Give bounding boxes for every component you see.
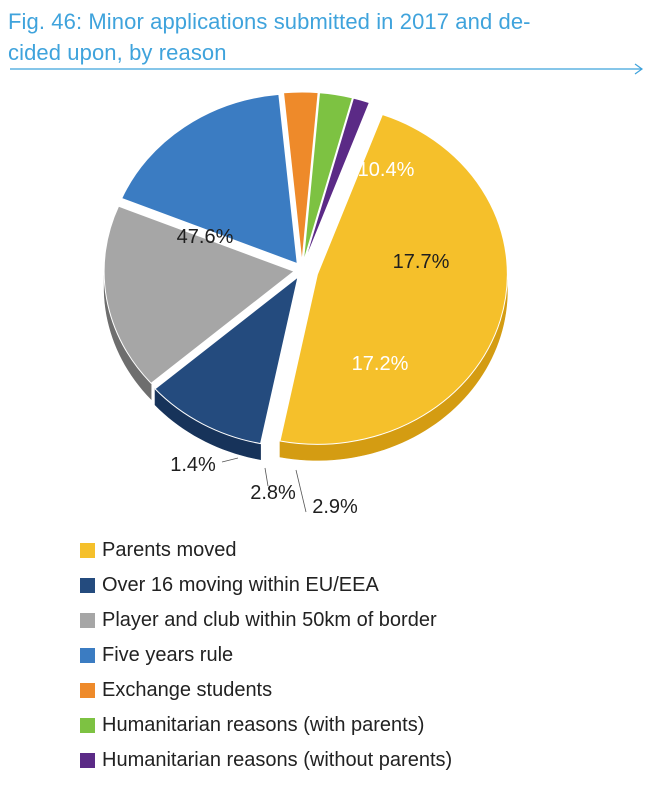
data-label-exchange-students: 2.9%	[312, 496, 358, 518]
slice-value-labels: 47.6% 10.4% 17.7% 17.2% 2.9% 2.8% 1.4%	[170, 159, 449, 518]
legend-swatch	[80, 543, 95, 558]
data-label-parents-moved: 47.6%	[177, 226, 234, 248]
legend-item: Humanitarian reasons (with parents)	[80, 708, 452, 743]
chart-title-line-1: Fig. 46: Minor applications submitted in…	[8, 9, 531, 34]
chart-title: Fig. 46: Minor applications submitted in…	[8, 6, 608, 68]
slice-exchange-students	[282, 91, 319, 263]
data-label-five-years-rule: 17.2%	[352, 353, 409, 375]
legend-item: Over 16 moving within EU/EEA	[80, 568, 452, 603]
slice-over-16-moving-within-eu-eea	[154, 275, 299, 445]
legend-label: Humanitarian reasons (without parents)	[102, 749, 453, 771]
legend-swatch	[80, 753, 95, 768]
legend-item: Five years rule	[80, 638, 452, 673]
legend-label: Humanitarian reasons (with parents)	[102, 714, 425, 736]
legend-swatch	[80, 613, 95, 628]
slice-humanitarian-reasons-with-parents-	[302, 92, 354, 263]
legend-label: Player and club within 50km of border	[102, 609, 437, 631]
legend-item: Parents moved	[80, 533, 452, 568]
legend-label: Exchange students	[102, 679, 273, 701]
data-label-humanitarian-reasons-with-parents-: 2.8%	[250, 482, 296, 504]
data-label-player-and-club-within-50km-of-border: 17.7%	[393, 251, 450, 273]
slice-humanitarian-reasons-without-parents-	[303, 97, 371, 263]
legend-item: Player and club within 50km of border	[80, 603, 452, 638]
legend-label: Over 16 moving within EU/EEA	[102, 574, 379, 596]
pie-slices	[103, 91, 508, 445]
chart-title-line-2: cided upon, by reason	[8, 40, 227, 65]
legend-item: Exchange students	[80, 673, 452, 708]
legend-label: Five years rule	[102, 644, 234, 666]
legend-item: Humanitarian reasons (without parents)	[80, 743, 452, 778]
title-arrow-rule	[10, 63, 644, 75]
legend-swatch	[80, 648, 95, 663]
legend-swatch	[80, 683, 95, 698]
legend-swatch	[80, 718, 95, 733]
leader-lines	[221, 457, 307, 513]
legend-swatch	[80, 578, 95, 593]
data-label-over-16-moving-within-eu-eea: 10.4%	[358, 159, 415, 181]
slice-player-and-club-within-50km-of-border	[103, 205, 296, 384]
data-label-humanitarian-reasons-without-parents-: 1.4%	[170, 454, 216, 476]
legend-label: Parents moved	[102, 539, 237, 561]
slice-five-years-rule	[121, 93, 298, 265]
slice-parents-moved	[279, 113, 508, 445]
legend: Parents moved Over 16 moving within EU/EE…	[80, 533, 452, 778]
